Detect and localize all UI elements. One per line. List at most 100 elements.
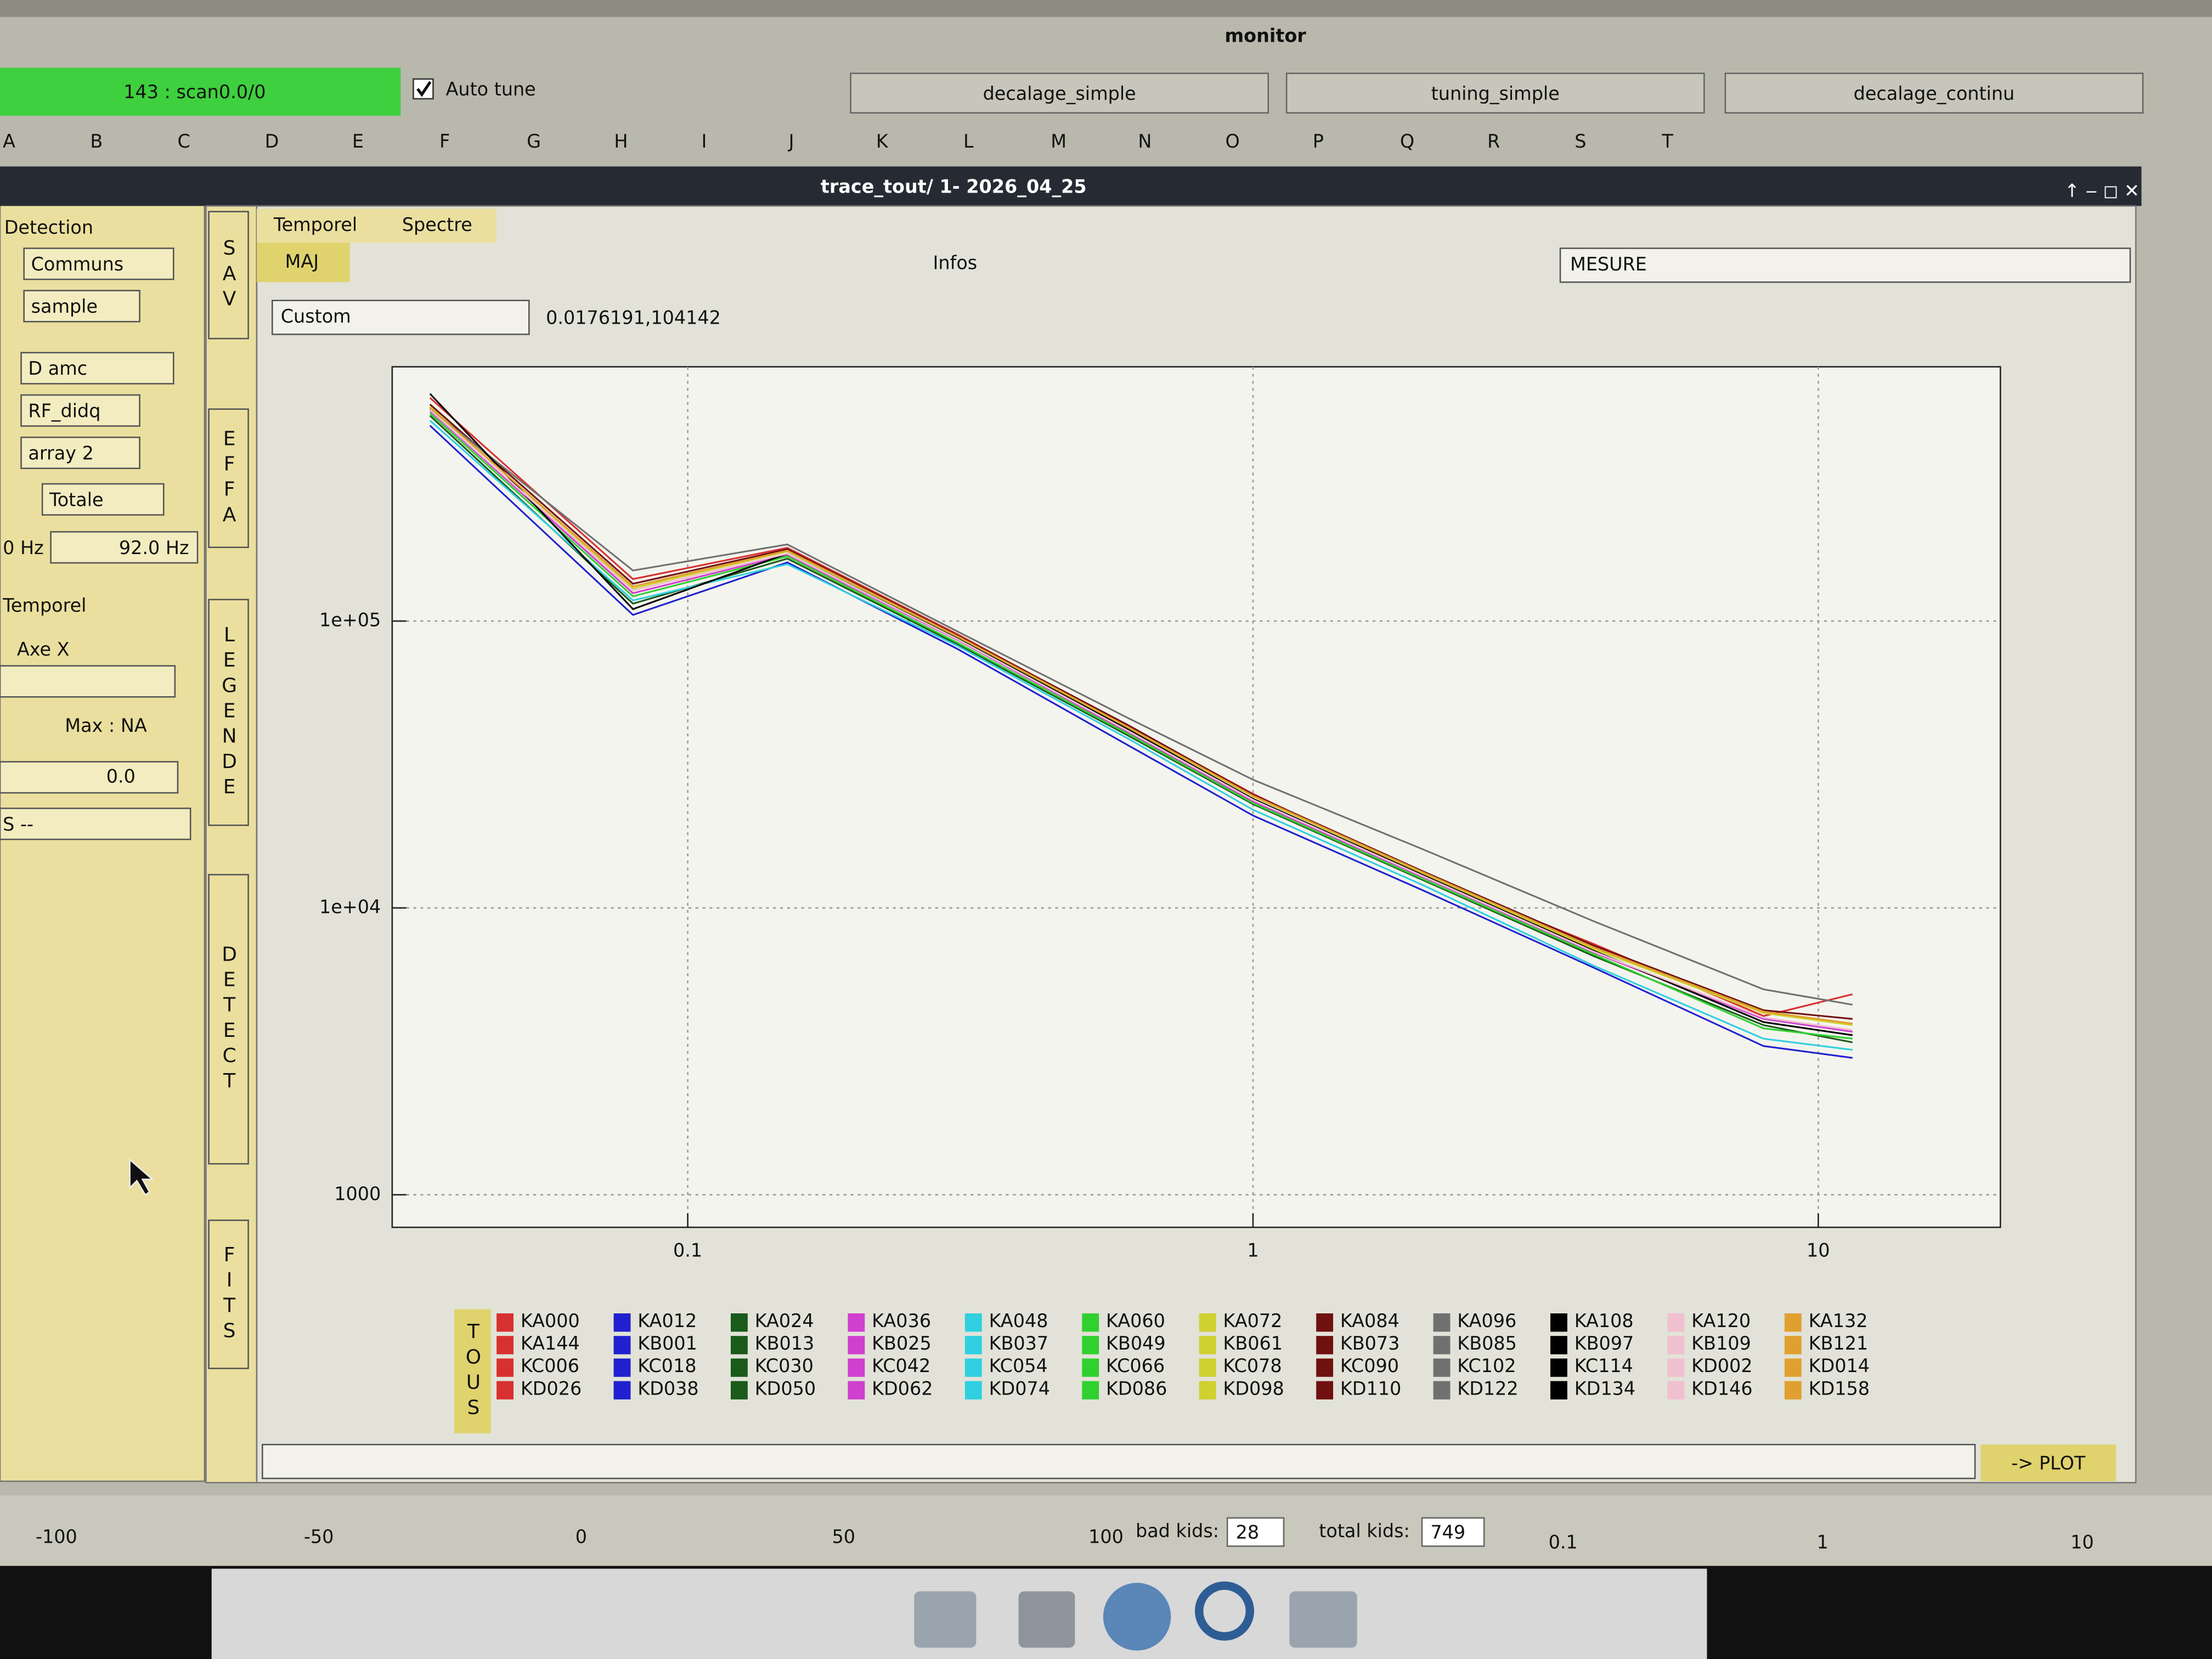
legend-label[interactable]: KA036 <box>872 1310 931 1331</box>
legend-label[interactable]: KA084 <box>1340 1310 1400 1331</box>
legend-label[interactable]: KC114 <box>1575 1355 1633 1376</box>
legend-label[interactable]: KD014 <box>1809 1355 1870 1376</box>
legend-swatch[interactable] <box>1550 1336 1567 1355</box>
legend-swatch[interactable] <box>1667 1313 1685 1332</box>
legend-swatch[interactable] <box>496 1313 514 1332</box>
legend-label[interactable]: KB013 <box>755 1333 815 1354</box>
input[interactable] <box>50 531 199 564</box>
dropdown[interactable] <box>23 290 140 323</box>
legend-swatch[interactable] <box>1667 1381 1685 1400</box>
legend-label[interactable]: KA024 <box>755 1310 814 1331</box>
legend-swatch[interactable] <box>848 1313 865 1332</box>
custom-dropdown[interactable] <box>272 300 530 335</box>
legend-label[interactable]: KD086 <box>1106 1378 1167 1399</box>
dock-icon[interactable] <box>1018 1591 1075 1648</box>
toolbar-button[interactable] <box>1724 72 2144 114</box>
legend-label[interactable]: KA108 <box>1575 1310 1634 1331</box>
legend-label[interactable]: KB073 <box>1340 1333 1400 1354</box>
tab[interactable]: Spectre <box>402 214 472 235</box>
legend-label[interactable]: KD134 <box>1575 1378 1635 1399</box>
legend-label[interactable]: KB121 <box>1809 1333 1869 1354</box>
legend-label[interactable]: KC102 <box>1457 1355 1516 1376</box>
legend-swatch[interactable] <box>964 1358 982 1377</box>
legend-swatch[interactable] <box>1082 1381 1099 1400</box>
tab[interactable]: Temporel <box>273 214 357 235</box>
legend-label[interactable]: KA072 <box>1223 1310 1282 1331</box>
legend-swatch[interactable] <box>964 1313 982 1332</box>
toolbar-button[interactable] <box>1285 72 1705 114</box>
legend-swatch[interactable] <box>731 1381 748 1400</box>
legend-label[interactable]: KA120 <box>1691 1310 1751 1331</box>
legend-label[interactable]: KD074 <box>989 1378 1050 1399</box>
side-tab[interactable] <box>208 599 249 826</box>
side-tab[interactable] <box>208 1220 249 1369</box>
legend-swatch[interactable] <box>1550 1313 1567 1332</box>
legend-swatch[interactable] <box>1433 1381 1451 1400</box>
legend-label[interactable]: KD002 <box>1691 1355 1752 1376</box>
mesure-dropdown[interactable] <box>1559 247 2131 283</box>
legend-swatch[interactable] <box>731 1336 748 1355</box>
legend-swatch[interactable] <box>1316 1358 1333 1377</box>
dropdown[interactable] <box>0 808 191 840</box>
legend-swatch[interactable] <box>1784 1336 1802 1355</box>
legend-swatch[interactable] <box>1199 1336 1216 1355</box>
legend-swatch[interactable] <box>731 1313 748 1332</box>
legend-label[interactable]: KA048 <box>989 1310 1048 1331</box>
dropdown[interactable] <box>20 394 140 427</box>
legend-label[interactable]: KC090 <box>1340 1355 1399 1376</box>
legend-label[interactable]: KC030 <box>755 1355 814 1376</box>
legend-label[interactable]: KB025 <box>872 1333 932 1354</box>
dropdown[interactable] <box>20 352 174 385</box>
legend-swatch[interactable] <box>496 1358 514 1377</box>
bad-kids-box[interactable] <box>1226 1517 1285 1547</box>
legend-swatch[interactable] <box>1199 1358 1216 1377</box>
total-kids-box[interactable] <box>1421 1517 1485 1547</box>
legend-label[interactable]: KD038 <box>637 1378 698 1399</box>
dock-icon[interactable] <box>1195 1581 1254 1641</box>
legend-swatch[interactable] <box>496 1381 514 1400</box>
legend-label[interactable]: KC006 <box>521 1355 579 1376</box>
legend-swatch[interactable] <box>1433 1358 1451 1377</box>
legend-label[interactable]: KB085 <box>1457 1333 1517 1354</box>
side-tab[interactable] <box>208 408 249 549</box>
legend-label[interactable]: KC078 <box>1223 1355 1282 1376</box>
legend-label[interactable]: KD146 <box>1691 1378 1752 1399</box>
dropdown[interactable] <box>23 247 174 280</box>
legend-swatch[interactable] <box>1667 1336 1685 1355</box>
legend-swatch[interactable] <box>848 1381 865 1400</box>
toolbar-button[interactable] <box>850 72 1269 114</box>
legend-label[interactable]: KD098 <box>1223 1378 1284 1399</box>
dock-icon[interactable] <box>1289 1591 1357 1648</box>
command-input[interactable] <box>262 1443 1976 1480</box>
spinbox[interactable] <box>0 761 179 794</box>
legend-label[interactable]: KB109 <box>1691 1333 1751 1354</box>
legend-label[interactable]: KA060 <box>1106 1310 1165 1331</box>
dock-icon[interactable] <box>914 1591 977 1648</box>
legend-swatch[interactable] <box>1550 1381 1567 1400</box>
legend-swatch[interactable] <box>1082 1358 1099 1377</box>
legend-swatch[interactable] <box>496 1336 514 1355</box>
dropdown[interactable] <box>20 436 140 469</box>
legend-swatch[interactable] <box>1316 1381 1333 1400</box>
legend-label[interactable]: KC054 <box>989 1355 1048 1376</box>
legend-label[interactable]: KB097 <box>1575 1333 1634 1354</box>
legend-label[interactable]: KA132 <box>1809 1310 1868 1331</box>
legend-swatch[interactable] <box>613 1381 631 1400</box>
legend-swatch[interactable] <box>613 1358 631 1377</box>
maj-button[interactable] <box>257 242 350 283</box>
legend-swatch[interactable] <box>1550 1358 1567 1377</box>
dropdown[interactable] <box>0 665 176 698</box>
legend-swatch[interactable] <box>731 1358 748 1377</box>
legend-swatch[interactable] <box>1433 1336 1451 1355</box>
legend-swatch[interactable] <box>848 1336 865 1355</box>
legend-swatch[interactable] <box>1316 1336 1333 1355</box>
legend-swatch[interactable] <box>1082 1336 1099 1355</box>
legend-label[interactable]: KD110 <box>1340 1378 1401 1399</box>
legend-label[interactable]: KD050 <box>755 1378 816 1399</box>
legend-label[interactable]: KC042 <box>872 1355 930 1376</box>
legend-label[interactable]: KB001 <box>637 1333 697 1354</box>
legend-label[interactable]: KD062 <box>872 1378 933 1399</box>
legend-label[interactable]: KA000 <box>521 1310 580 1331</box>
legend-label[interactable]: KD158 <box>1809 1378 1870 1399</box>
legend-swatch[interactable] <box>1316 1313 1333 1332</box>
